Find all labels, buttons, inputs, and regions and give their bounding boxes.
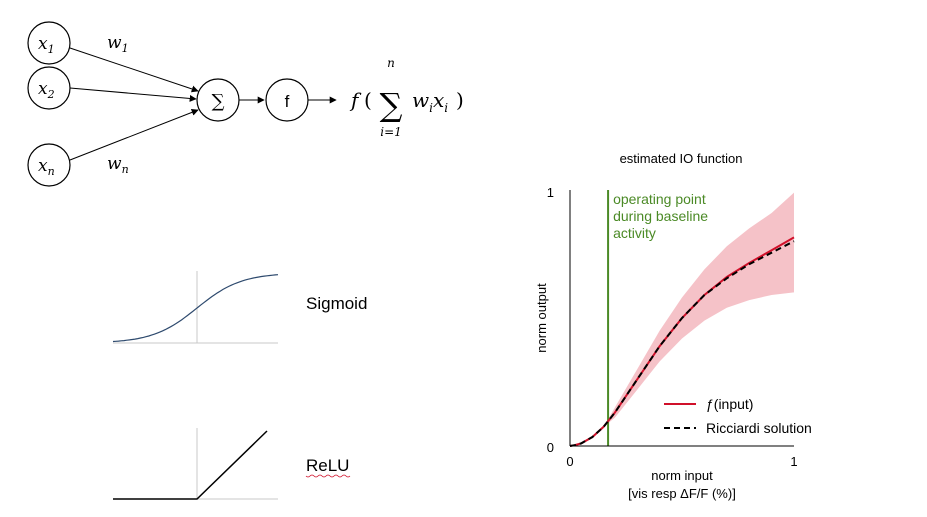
chart-title: estimated IO function <box>620 151 743 166</box>
x-axis-label: norm input <box>651 468 713 483</box>
x-tick-label-0: 0 <box>566 454 573 469</box>
y-tick-label-0: 0 <box>547 440 554 455</box>
input-node-x1: x1 <box>27 21 71 65</box>
activation-label: f <box>285 92 290 111</box>
relu-spellcheck-underline <box>305 474 351 478</box>
input-node-xn: xn <box>27 143 71 187</box>
svg-text:x2: x2 <box>38 79 55 101</box>
x-axis-label-units: [vis resp ΔF/F (%)] <box>628 486 736 501</box>
sigmoid-curve <box>112 274 279 343</box>
sum-node: ∑ <box>196 78 240 122</box>
legend-label-ricciardi: Ricciardi solution <box>706 420 812 436</box>
formula-lower-limit: i=1 <box>380 125 402 139</box>
sigmoid-label: Sigmoid <box>306 294 367 313</box>
formula-func: f <box>349 88 362 112</box>
formula-term: wixi <box>412 88 448 115</box>
arrow-xn-sum <box>69 109 199 161</box>
series-ricciardi-line <box>569 240 795 447</box>
y-axis-label: norm output <box>534 283 549 353</box>
neuron-diagram: x1 x2 xn w1 wn ∑ f f ( <box>27 21 464 187</box>
operating-point-label-line1: operating point <box>613 191 706 207</box>
y-tick-label-1: 1 <box>547 185 554 200</box>
arrow-x1-sum <box>69 47 199 93</box>
operating-point-label-line3: activity <box>613 225 656 241</box>
formula-close-paren: ) <box>456 88 464 112</box>
output-formula: f ( n ∑ i=1 wixi ) <box>349 56 464 139</box>
sum-symbol: ∑ <box>212 91 225 112</box>
activation-node: f <box>265 78 309 122</box>
operating-point-label: operating point during baseline activity <box>613 191 712 241</box>
formula-sum-symbol: ∑ <box>380 86 403 124</box>
x-tick-label-1: 1 <box>790 454 797 469</box>
relu-curve <box>113 430 268 500</box>
formula-upper-limit: n <box>387 56 395 70</box>
weight-wn: wn <box>107 154 129 176</box>
operating-point-label-line2: during baseline <box>613 208 708 224</box>
legend: ƒ(input) Ricciardi solution <box>664 396 812 436</box>
formula-open-paren: ( <box>364 88 372 112</box>
svg-text:xn: xn <box>38 156 55 178</box>
io-chart: estimated IO function operating point du… <box>534 151 812 501</box>
relu-plot <box>113 428 278 500</box>
confidence-band <box>603 192 794 427</box>
input-node-x2: x2 <box>27 66 71 110</box>
relu-label: ReLU <box>306 456 349 475</box>
legend-label-f-input: ƒ(input) <box>706 396 753 412</box>
sigmoid-plot <box>112 271 279 344</box>
arrow-x2-sum <box>69 87 197 102</box>
svg-text:x1: x1 <box>38 34 55 56</box>
weight-w1: w1 <box>107 33 129 55</box>
